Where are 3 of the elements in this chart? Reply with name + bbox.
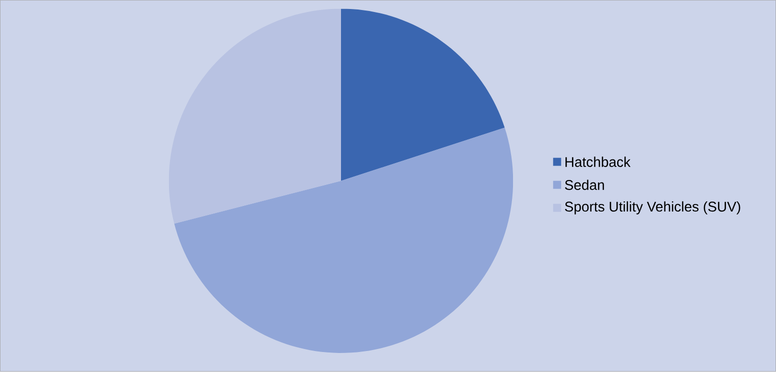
legend-label: Hatchback: [565, 156, 631, 168]
legend-label: Sedan: [564, 180, 604, 190]
legend-label: Sports Utility Vehicles (SUV): [564, 201, 740, 215]
